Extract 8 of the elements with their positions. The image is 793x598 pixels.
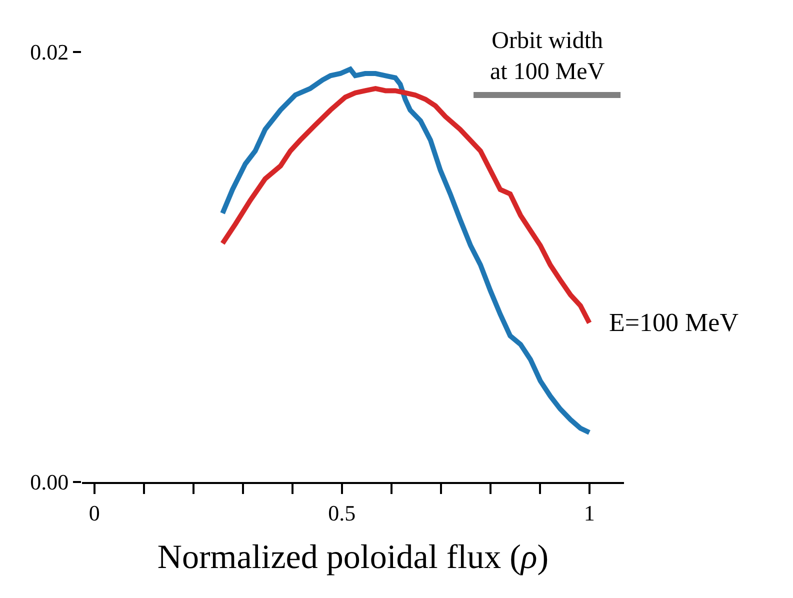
x-tick-label: 1 bbox=[584, 500, 595, 526]
y-tick-label: 0.00 bbox=[30, 470, 69, 495]
x-tick-label: 0 bbox=[88, 500, 100, 526]
x-axis-title: Normalized poloidal flux (ρ) bbox=[157, 539, 549, 576]
series-label: Orbit width at 100 MeV bbox=[490, 28, 606, 86]
series-label: E=100 MeV bbox=[609, 308, 739, 337]
y-tick-label: 0.02 bbox=[30, 40, 69, 65]
x-tick-label: 0.5 bbox=[328, 500, 356, 526]
